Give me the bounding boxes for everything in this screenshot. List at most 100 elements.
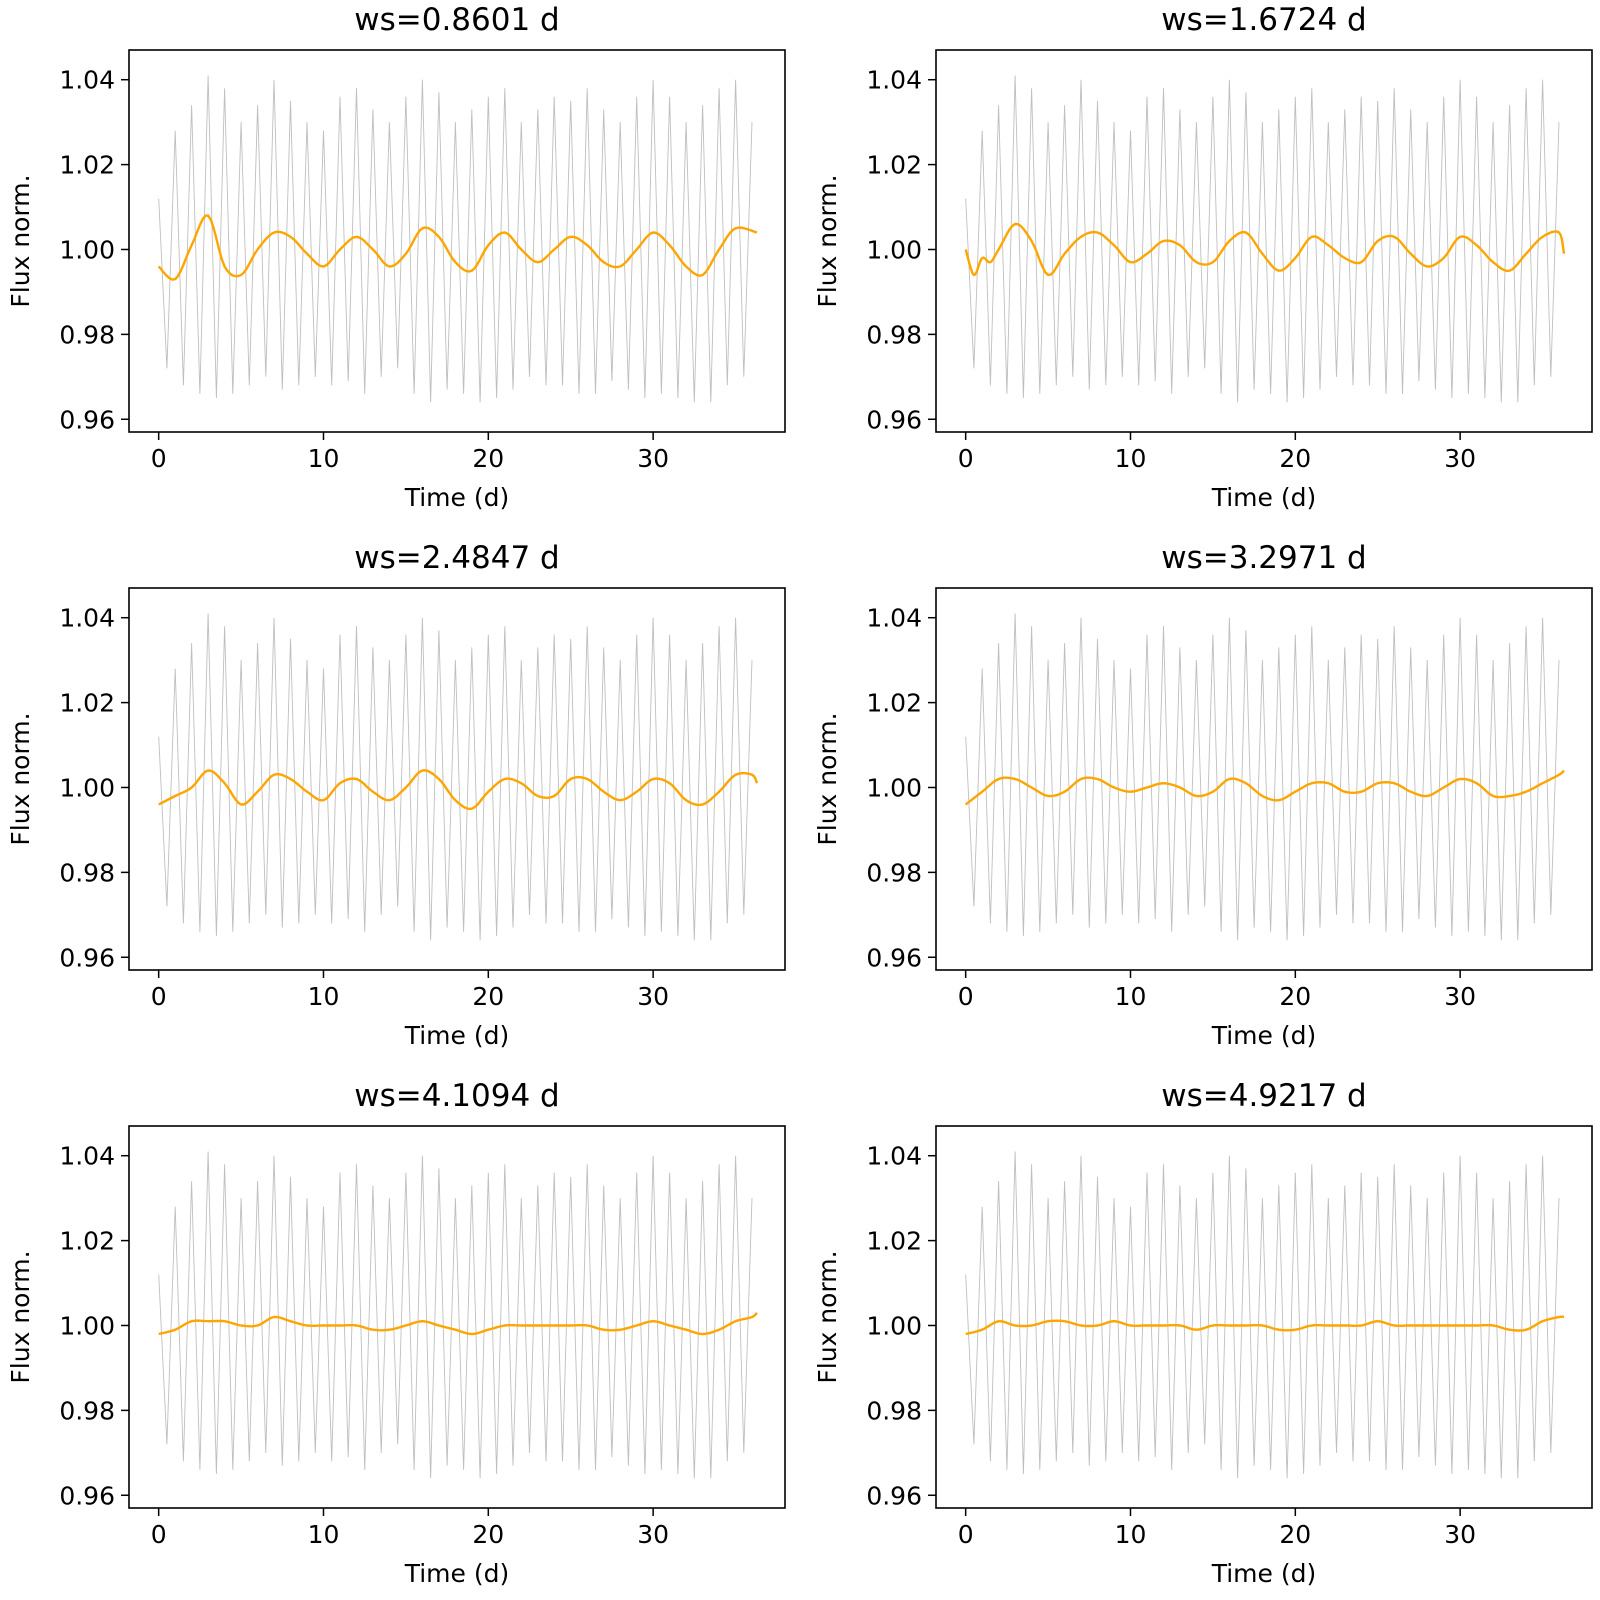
- plot-area: [964, 613, 1565, 941]
- y-axis-label: Flux norm.: [813, 1250, 842, 1383]
- plot-area: [157, 75, 758, 403]
- y-tick-label: 1.04: [866, 1142, 922, 1171]
- y-tick-label: 1.04: [59, 66, 115, 95]
- x-axis-label: Time (d): [404, 1021, 510, 1050]
- subplot-4: 0 10 20 30 0.96 0.98 1.00 1.02 1.04 ws=3.2971 d Ti…: [813, 540, 1593, 1050]
- x-tick-label: 30: [637, 1520, 669, 1549]
- y-tick-label: 1.02: [59, 1227, 115, 1256]
- y-axis-label: Flux norm.: [813, 712, 842, 845]
- x-tick-label: 20: [1279, 982, 1311, 1011]
- x-tick-label: 20: [1279, 1520, 1311, 1549]
- y-axis-label: Flux norm.: [6, 712, 35, 845]
- y-tick-label: 0.98: [866, 1396, 922, 1425]
- x-tick-label: 0: [151, 444, 167, 473]
- subplot-title: ws=4.1094 d: [354, 1078, 559, 1114]
- y-axis-label: Flux norm.: [6, 174, 35, 307]
- x-tick-label: 30: [1444, 982, 1476, 1011]
- axes-frame: [935, 1125, 1593, 1509]
- x-tick-label: 30: [1444, 444, 1476, 473]
- x-tick-label: 0: [958, 982, 974, 1011]
- x-tick-label: 30: [637, 982, 669, 1011]
- raw-flux-line: [965, 75, 1560, 403]
- y-tick-label: 1.00: [866, 1311, 922, 1340]
- axes-frame: [128, 587, 786, 971]
- y-tick-label: 1.00: [59, 235, 115, 264]
- filtered-flux-line: [964, 222, 1566, 277]
- y-tick-label: 0.96: [59, 405, 115, 434]
- subplot-title: ws=1.6724 d: [1161, 2, 1366, 38]
- x-axis-label: Time (d): [404, 483, 510, 512]
- subplot-1: 0 10 20 30 0.96 0.98 1.00 1.02 1.04 ws=0.8601 d Ti…: [6, 2, 786, 512]
- x-tick-label: 30: [1444, 1520, 1476, 1549]
- y-tick-label: 1.00: [866, 773, 922, 802]
- x-tick-label: 10: [308, 444, 340, 473]
- subplot-6: 0 10 20 30 0.96 0.98 1.00 1.02 1.04 ws=4.9217 d Ti…: [813, 1078, 1593, 1588]
- y-tick-label: 1.04: [59, 1142, 115, 1171]
- y-tick-label: 1.02: [59, 151, 115, 180]
- y-tick-label: 1.02: [866, 1227, 922, 1256]
- x-tick-label: 20: [472, 444, 504, 473]
- x-tick-label: 10: [308, 1520, 340, 1549]
- axes-frame: [128, 1125, 786, 1509]
- y-tick-label: 1.02: [866, 689, 922, 718]
- x-tick-label: 10: [1115, 982, 1147, 1011]
- subplot-5: 0 10 20 30 0.96 0.98 1.00 1.02 1.04 ws=4.1094 d Ti…: [6, 1078, 786, 1588]
- x-axis-label: Time (d): [1211, 483, 1317, 512]
- x-axis-label: Time (d): [1211, 1021, 1317, 1050]
- subplot-title: ws=0.8601 d: [354, 2, 559, 38]
- subplot-2: 0 10 20 30 0.96 0.98 1.00 1.02 1.04 ws=1.6724 d Ti…: [813, 2, 1593, 512]
- subplot-title: ws=2.4847 d: [354, 540, 559, 576]
- x-tick-label: 0: [151, 982, 167, 1011]
- y-tick-label: 1.04: [866, 66, 922, 95]
- subplot-3: 0 10 20 30 0.96 0.98 1.00 1.02 1.04 ws=2.4847 d Ti…: [6, 540, 786, 1050]
- y-tick-label: 1.02: [59, 689, 115, 718]
- y-tick-label: 0.96: [59, 943, 115, 972]
- y-tick-label: 1.00: [59, 773, 115, 802]
- axes-frame: [128, 49, 786, 433]
- plot-area: [964, 75, 1566, 403]
- filtered-flux-line: [158, 769, 759, 811]
- y-tick-label: 0.96: [866, 405, 922, 434]
- subplot-title: ws=3.2971 d: [1161, 540, 1366, 576]
- axes-frame: [935, 587, 1593, 971]
- y-tick-label: 0.98: [59, 1396, 115, 1425]
- filtered-flux-line: [965, 1315, 1565, 1336]
- filtered-flux-line: [158, 1311, 758, 1336]
- x-tick-label: 20: [1279, 444, 1311, 473]
- x-tick-label: 0: [958, 444, 974, 473]
- raw-flux-line: [158, 1151, 753, 1479]
- y-tick-label: 1.02: [866, 151, 922, 180]
- plot-area: [965, 1151, 1565, 1479]
- y-tick-label: 0.98: [59, 858, 115, 887]
- y-tick-label: 1.04: [866, 604, 922, 633]
- raw-flux-line: [158, 613, 753, 941]
- y-tick-label: 0.98: [59, 320, 115, 349]
- axes-frame: [935, 49, 1593, 433]
- y-tick-label: 1.00: [866, 235, 922, 264]
- filtered-flux-line: [964, 769, 1565, 806]
- raw-flux-line: [158, 75, 753, 403]
- y-tick-label: 0.98: [866, 320, 922, 349]
- raw-flux-line: [965, 613, 1560, 941]
- raw-flux-line: [965, 1151, 1560, 1479]
- y-tick-label: 0.96: [866, 943, 922, 972]
- x-tick-label: 10: [1115, 444, 1147, 473]
- y-tick-label: 1.00: [59, 1311, 115, 1340]
- x-tick-label: 10: [308, 982, 340, 1011]
- y-tick-label: 1.04: [59, 604, 115, 633]
- x-tick-label: 20: [472, 1520, 504, 1549]
- x-axis-label: Time (d): [1211, 1559, 1317, 1588]
- y-tick-label: 0.96: [866, 1481, 922, 1510]
- x-tick-label: 20: [472, 982, 504, 1011]
- y-axis-label: Flux norm.: [813, 174, 842, 307]
- x-tick-label: 0: [151, 1520, 167, 1549]
- y-tick-label: 0.98: [866, 858, 922, 887]
- subplot-title: ws=4.9217 d: [1161, 1078, 1366, 1114]
- x-tick-label: 30: [637, 444, 669, 473]
- plot-area: [158, 1151, 758, 1479]
- x-tick-label: 10: [1115, 1520, 1147, 1549]
- y-axis-label: Flux norm.: [6, 1250, 35, 1383]
- y-tick-label: 0.96: [59, 1481, 115, 1510]
- x-axis-label: Time (d): [404, 1559, 510, 1588]
